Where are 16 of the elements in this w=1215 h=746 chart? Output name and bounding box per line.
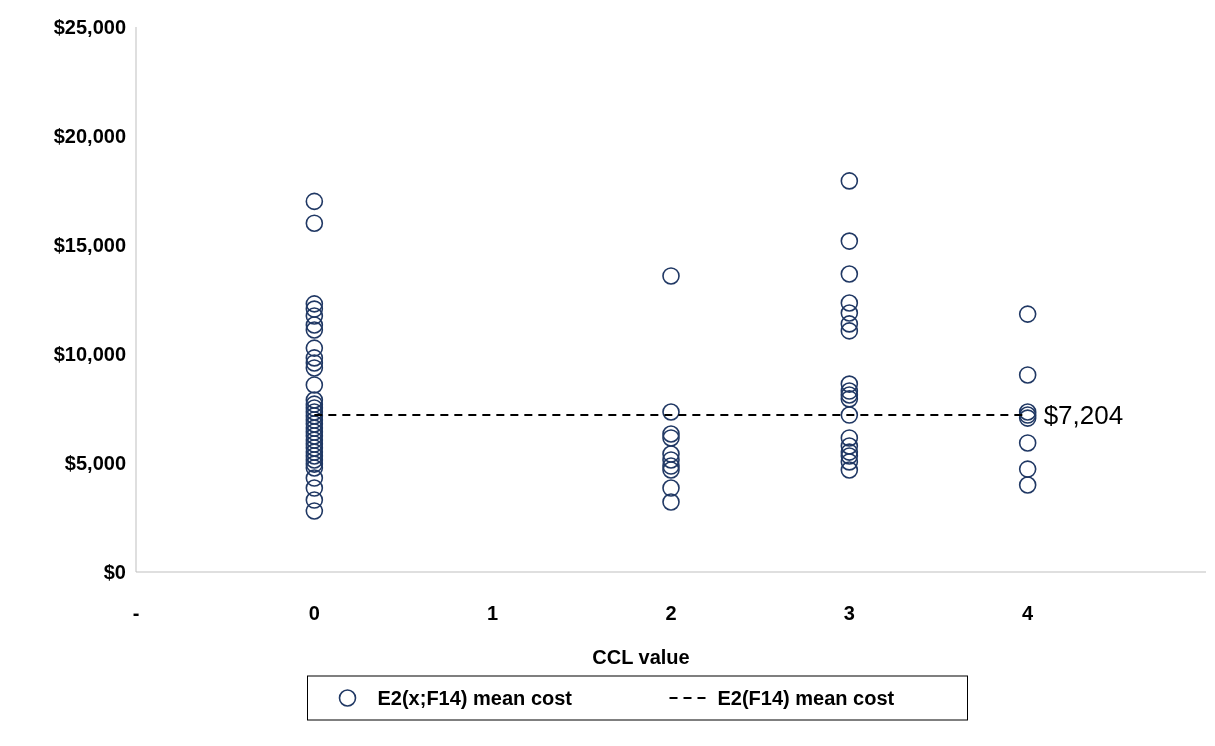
y-tick-label: $5,000 — [64, 452, 126, 474]
legend-label: E2(F14) mean cost — [717, 687, 895, 709]
x-tick-label: 1 — [487, 602, 499, 624]
x-tick-label: 0 — [308, 602, 320, 624]
y-tick-label: $20,000 — [53, 125, 126, 147]
annotation: $7,204 — [1043, 400, 1124, 431]
x-tick-label: - — [132, 602, 140, 624]
x-axis-title: CCL value — [592, 646, 690, 668]
y-tick-label: $10,000 — [53, 343, 126, 365]
y-tick-label: $15,000 — [53, 234, 126, 256]
y-tick-label: $0 — [103, 561, 126, 583]
x-tick-label: 3 — [843, 602, 855, 624]
x-tick-label: 2 — [665, 602, 677, 624]
x-tick-label: 4 — [1022, 602, 1035, 624]
y-tick-label: $25,000 — [53, 16, 126, 38]
legend-label: E2(x;F14) mean cost — [377, 687, 573, 709]
